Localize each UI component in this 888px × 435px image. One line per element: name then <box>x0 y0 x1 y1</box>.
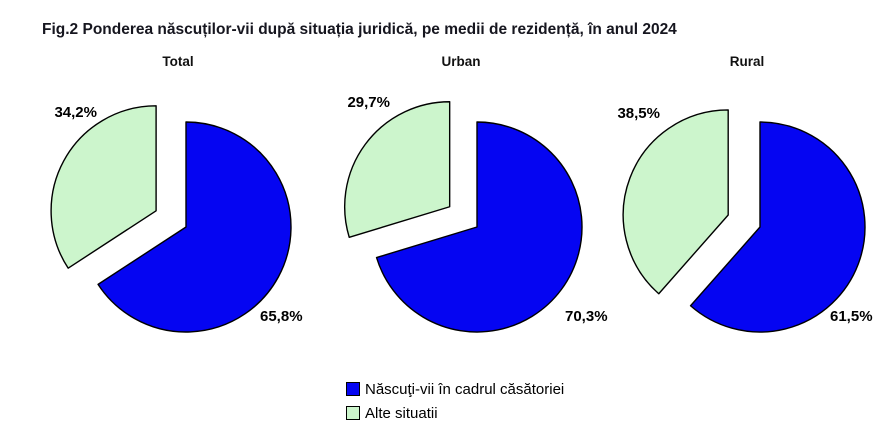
pie-total-label-other: 34,2% <box>54 104 97 121</box>
pie-rural-slice-married <box>689 121 866 333</box>
pie-title-rural: Rural <box>729 54 765 69</box>
pie-total-slice-other <box>50 105 157 269</box>
pie-title-total: Total <box>162 54 194 69</box>
pie-rural-label-other: 38,5% <box>617 105 660 122</box>
legend-label-married: Născuţi-vii în cadrul căsătoriei <box>365 380 565 398</box>
legend-item-married: Născuţi-vii în cadrul căsătoriei <box>346 379 564 399</box>
pie-title-urban: Urban <box>441 54 481 69</box>
legend: Născuţi-vii în cadrul căsătoriei Alte si… <box>346 379 564 423</box>
pie-rural-label-married: 61,5% <box>830 308 873 325</box>
pie-urban-label-married: 70,3% <box>565 308 608 325</box>
legend-item-other: Alte situatii <box>346 403 564 423</box>
pie-total-label-married: 65,8% <box>260 308 303 325</box>
pie-urban-slice-married <box>375 121 583 333</box>
pie-urban-label-other: 29,7% <box>347 94 390 111</box>
pie-rural-slice-other <box>622 109 729 295</box>
legend-label-other: Alte situatii <box>365 404 438 422</box>
pie-urban-slice-other <box>344 101 451 239</box>
pie-charts-svg: 65,8% 34,2% 70,3% 29,7% 61,5% 38,5% <box>50 94 873 333</box>
legend-swatch-other <box>346 406 360 420</box>
figure-title: Fig.2 Ponderea născuților-vii după situa… <box>42 21 677 38</box>
pie-total-slice-married <box>97 121 292 333</box>
legend-swatch-married <box>346 382 360 396</box>
